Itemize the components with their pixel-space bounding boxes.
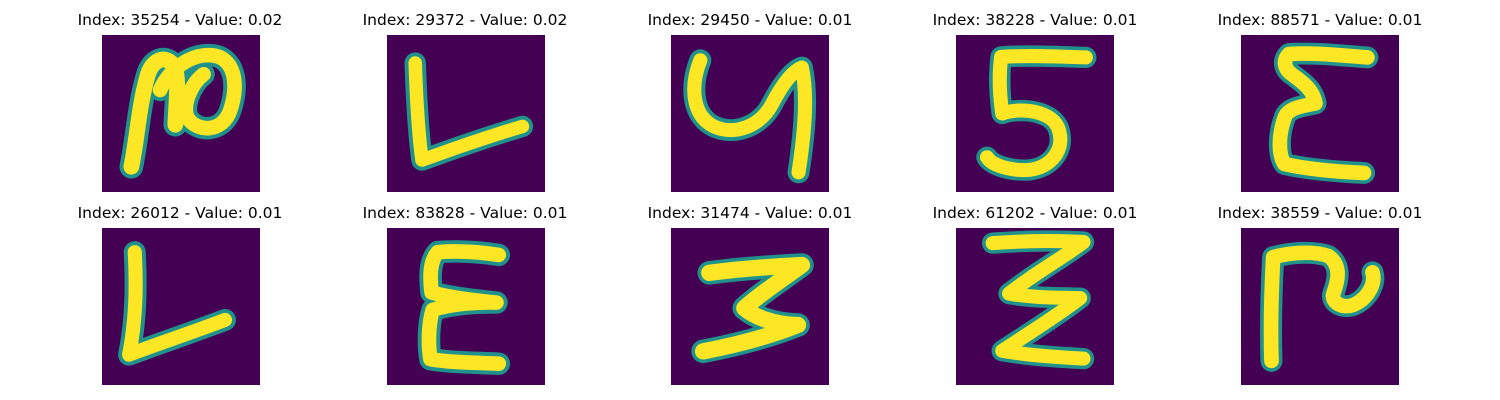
digit-image [1241, 228, 1399, 385]
panel-title: Index: 61202 - Value: 0.01 [932, 204, 1138, 222]
panel-title: Index: 35254 - Value: 0.02 [77, 11, 283, 29]
panel-title: Index: 26012 - Value: 0.01 [77, 204, 283, 222]
panel-title: Index: 38559 - Value: 0.01 [1217, 204, 1423, 222]
digit-image [387, 228, 545, 385]
panel-title: Index: 38228 - Value: 0.01 [932, 11, 1138, 29]
digit-image [1241, 35, 1399, 192]
panel-title: Index: 83828 - Value: 0.01 [362, 204, 568, 222]
digit-image [671, 228, 829, 385]
panel-title: Index: 29450 - Value: 0.01 [647, 11, 853, 29]
panel-title: Index: 29372 - Value: 0.02 [362, 11, 568, 29]
panel-title: Index: 88571 - Value: 0.01 [1217, 11, 1423, 29]
digit-image [102, 228, 260, 385]
digit-image [387, 35, 545, 192]
digit-image [671, 35, 829, 192]
panel-title: Index: 31474 - Value: 0.01 [647, 204, 853, 222]
digit-image [102, 35, 260, 192]
digit-image [956, 228, 1114, 385]
digit-image [956, 35, 1114, 192]
